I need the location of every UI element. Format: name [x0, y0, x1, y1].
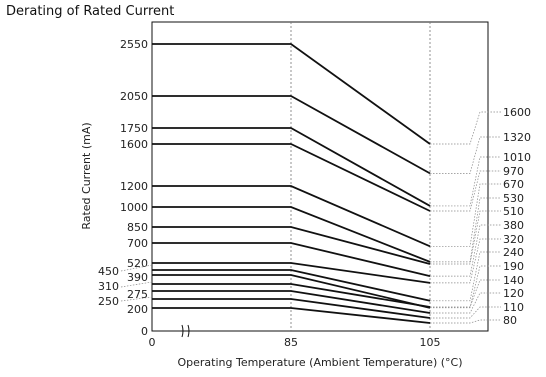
- y-tick-label: 1200: [120, 180, 148, 193]
- right-label: 510: [503, 205, 524, 218]
- right-label-leader: [430, 136, 501, 174]
- right-label-leader: [430, 210, 501, 265]
- axis-break-mark: [181, 324, 190, 338]
- x-tick-label: 0: [149, 336, 156, 349]
- series-line: [152, 143, 431, 212]
- plot-frame: [151, 21, 489, 332]
- y-label-leader: [120, 264, 153, 272]
- right-label: 970: [503, 165, 524, 178]
- series-line: [152, 185, 431, 248]
- y-tick-label: 275: [127, 288, 148, 301]
- right-label: 190: [503, 260, 524, 273]
- y-tick-label: 2050: [120, 90, 148, 103]
- y-tick-label: 450: [98, 265, 119, 278]
- y-tick-label: 0: [141, 325, 148, 338]
- series-line: [152, 269, 431, 302]
- right-label-leader: [430, 292, 501, 314]
- right-label: 1600: [503, 106, 531, 119]
- right-label: 110: [503, 301, 524, 314]
- series-line: [152, 127, 431, 207]
- right-label-leader: [430, 197, 501, 263]
- right-label: 1010: [503, 151, 531, 164]
- series-line: [152, 43, 431, 145]
- series-line: [152, 226, 431, 265]
- right-label-leader: [430, 306, 501, 319]
- right-label-leader: [430, 156, 501, 207]
- y-tick-label: 200: [127, 303, 148, 316]
- series-line: [152, 298, 431, 319]
- right-label: 380: [503, 219, 524, 232]
- series-line: [152, 274, 431, 309]
- chart-title: Derating of Rated Current: [6, 4, 174, 19]
- x-axis-title: Operating Temperature (Ambient Temperatu…: [177, 356, 462, 369]
- right-label-leader: [430, 238, 501, 284]
- right-label: 320: [503, 233, 524, 246]
- series-line: [152, 242, 431, 278]
- right-label-leader: [430, 251, 501, 302]
- right-label: 140: [503, 274, 524, 287]
- right-label: 80: [503, 314, 517, 327]
- series-line: [152, 290, 431, 314]
- series-line: [152, 95, 431, 175]
- y-tick-label: 310: [98, 280, 119, 293]
- series-line: [152, 307, 431, 324]
- y-tick-label: 520: [127, 257, 148, 270]
- right-label-leader: [430, 265, 501, 309]
- right-label-leader: [430, 170, 501, 212]
- right-label: 240: [503, 246, 524, 259]
- y-tick-label: 2550: [120, 38, 148, 51]
- right-label-leader: [430, 224, 501, 277]
- x-tick-label: 85: [284, 336, 298, 349]
- y-tick-label: 1600: [120, 138, 148, 151]
- y-tick-label: 1000: [120, 201, 148, 214]
- right-label-leader: [430, 111, 501, 145]
- right-label: 530: [503, 192, 524, 205]
- right-label: 1320: [503, 131, 531, 144]
- right-label-leader: [430, 183, 501, 247]
- y-tick-label: 250: [98, 295, 119, 308]
- series-line: [152, 283, 431, 308]
- right-label-leader: [430, 279, 501, 308]
- right-label-leader: [430, 319, 501, 324]
- y-tick-label: 850: [127, 221, 148, 234]
- series-line: [152, 206, 431, 263]
- y-tick-label: 1750: [120, 122, 148, 135]
- y-tick-label: 700: [127, 237, 148, 250]
- x-tick-label: 105: [420, 336, 441, 349]
- y-label-leader: [120, 281, 153, 288]
- series-line: [152, 262, 431, 284]
- right-label: 120: [503, 287, 524, 300]
- y-label-leader: [120, 296, 153, 302]
- right-label: 670: [503, 178, 524, 191]
- y-tick-label: 390: [127, 271, 148, 284]
- y-axis-title: Rated Current (mA): [80, 122, 93, 229]
